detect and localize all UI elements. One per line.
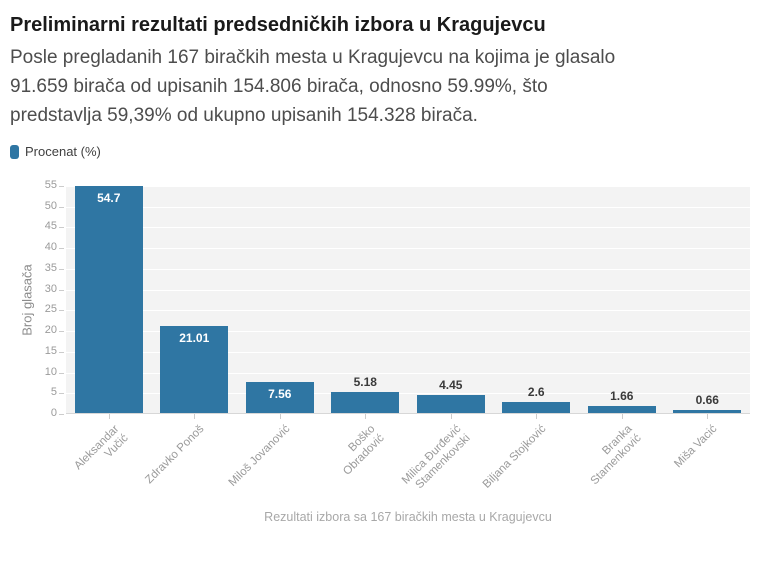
chart-caption: Rezultati izbora sa 167 biračkih mesta u…: [264, 510, 552, 524]
subtitle-line-3: predstavlja 59,39% od ukupno upisanih 15…: [10, 105, 478, 126]
y-tick-mark: [59, 414, 64, 415]
gridline: [66, 331, 750, 333]
bar-value-label: 7.56: [268, 386, 292, 401]
gridline: [66, 206, 750, 208]
bar-2[interactable]: [160, 325, 229, 413]
x-tick-mark: [536, 414, 538, 419]
subtitle-line-1: Posle pregladanih 167 biračkih mesta u K…: [10, 47, 616, 68]
x-tick-mark: [194, 414, 196, 419]
bar-value-label: 54.7: [97, 191, 121, 206]
x-tick-mark: [365, 414, 367, 419]
gridline: [66, 268, 750, 270]
bar-value-label: 5.18: [353, 374, 377, 389]
category-label: Branka Stamenković: [588, 423, 644, 488]
y-tick-mark: [59, 248, 64, 250]
bar-value-label: 1.66: [610, 389, 634, 404]
category-label: Aleksandar Vučić: [72, 423, 131, 473]
bar-6[interactable]: [502, 402, 571, 413]
chart-subtitle: Posle pregladanih 167 biračkih mesta u K…: [10, 43, 758, 130]
bar-1[interactable]: [74, 186, 143, 413]
y-tick-label: 10: [44, 365, 57, 378]
gridline: [66, 351, 750, 353]
gridline: [66, 310, 750, 312]
gridline: [66, 372, 750, 374]
y-axis: 0 5 10 15 20 25 30 35 40 45 50 55: [10, 170, 66, 430]
y-tick-label: 55: [44, 179, 57, 191]
gridline: [66, 248, 750, 250]
subtitle-line-2: 91.659 birača od upisanih 154.806 birača…: [10, 76, 548, 97]
legend-label: Procenat (%): [25, 144, 101, 159]
category-label: Milica Đurđević Stamenkovski: [399, 423, 473, 492]
y-tick-mark: [59, 206, 64, 208]
y-tick-mark: [59, 227, 64, 229]
legend-item-procenat[interactable]: Procenat (%): [10, 144, 101, 159]
gridline: [66, 289, 750, 291]
gridline: [66, 186, 750, 187]
bar-4[interactable]: [331, 391, 400, 413]
y-tick-mark: [59, 351, 64, 353]
bar-value-label: 2.6: [527, 385, 545, 400]
x-tick-mark: [279, 414, 281, 419]
y-tick-label: 30: [44, 282, 57, 295]
page: Preliminarni rezultati predsedničkih izb…: [10, 14, 758, 524]
y-tick-mark: [59, 186, 64, 187]
y-tick-mark: [59, 393, 64, 395]
bar-7[interactable]: [587, 406, 656, 413]
bar-5[interactable]: [416, 394, 485, 413]
y-tick-label: 35: [44, 261, 57, 274]
legend-swatch-icon: [10, 144, 19, 159]
category-label: Miša Vacić: [672, 423, 720, 471]
y-tick-label: 5: [50, 386, 57, 399]
x-tick-mark: [707, 414, 709, 419]
y-tick-label: 25: [44, 303, 57, 316]
y-tick-mark: [59, 372, 64, 374]
bar-value-label: 0.66: [695, 393, 719, 408]
chart-title: Preliminarni rezultati predsedničkih izb…: [10, 14, 546, 36]
y-tick-label: 20: [44, 324, 57, 337]
y-tick-label: 50: [44, 199, 57, 212]
y-tick-mark: [59, 310, 64, 312]
y-tick-label: 45: [44, 220, 57, 233]
bar-8[interactable]: [673, 410, 742, 413]
y-tick-label: 15: [44, 344, 57, 357]
y-tick-label: 40: [44, 241, 57, 254]
legend: Procenat (%): [10, 144, 758, 160]
y-tick-mark: [59, 331, 64, 333]
x-tick-mark: [108, 414, 110, 419]
bar-value-label: 4.45: [439, 377, 463, 392]
bar-3[interactable]: [245, 381, 314, 413]
y-tick-mark: [59, 268, 64, 270]
y-tick-label: 0: [50, 407, 57, 419]
x-tick-mark: [450, 414, 452, 419]
gridline: [66, 227, 750, 229]
bar-value-label: 21.01: [179, 330, 210, 345]
category-label: Boško Obradović: [341, 423, 387, 478]
y-tick-mark: [59, 289, 64, 291]
x-tick-mark: [621, 414, 623, 419]
category-label: Zdravko Ponoš: [143, 423, 207, 487]
gridline: [66, 393, 750, 395]
bar-chart: Broj glasača 0 5 10 15 20 25 30 35 40 45 50 55 54.7…: [10, 170, 758, 504]
plot-area: 54.7 21.01 7.56 5.18 4.45 2.6 1.66 0.66: [66, 186, 750, 414]
x-axis: Aleksandar Vučić Zdravko Ponoš Miloš Jovan…: [10, 414, 768, 504]
